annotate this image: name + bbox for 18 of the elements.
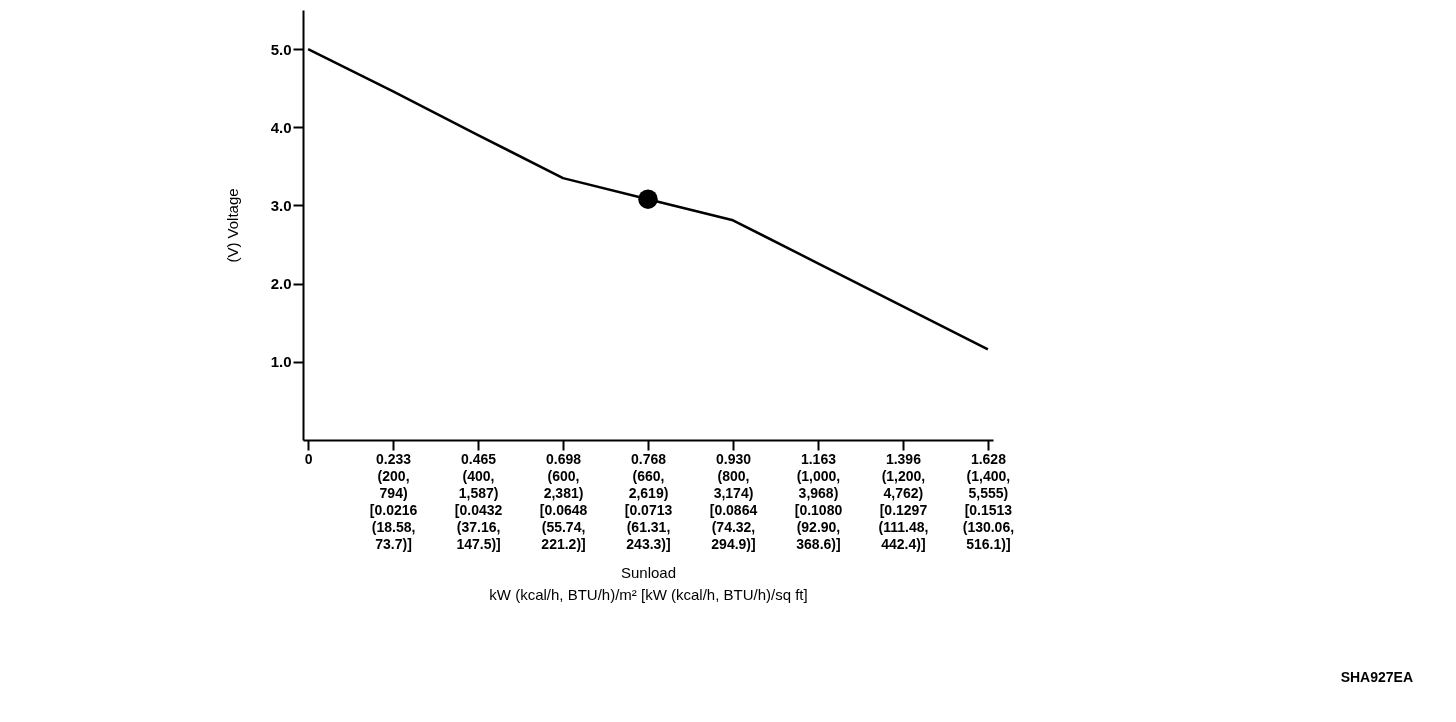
x-tick-label: 0.465 (400, 1,587) [0.0432 (37.16, 147.5)] — [454, 450, 503, 552]
y-tick-label: 4.0 — [270, 118, 292, 136]
x-tick-label: 0.930 (800, 3,174) [0.0864 (74.32, 294.9)] — [709, 450, 758, 552]
x-tick-label: 0.233 (200, 794) [0.0216 (18.58, 73.7)] — [369, 450, 418, 552]
x-tick-label: 1.163 (1,000, 3,968) [0.1080 (92.90, 368.6)] — [794, 450, 843, 552]
y-tick-label: 1.0 — [270, 353, 292, 371]
y-axis-title: (V) Voltage — [223, 188, 241, 263]
line-series — [306, 47, 990, 351]
y-tick-label: 3.0 — [270, 196, 292, 214]
y-tick-label: 5.0 — [270, 40, 292, 58]
x-tick-label: 0 — [304, 450, 313, 467]
y-tick-label: 2.0 — [270, 275, 292, 293]
x-axis-title: Sunload kW (kcal/h, BTU/h)/m² [kW (kcal/h, BTU/h)/sq ft] — [489, 563, 808, 603]
x-tick-label: 0.768 (660, 2,619) [0.0713 (61.31, 243.3)] — [624, 450, 673, 552]
x-tick-label: 1.396 (1,200, 4,762) [0.1297 (111.48, 442.4)] — [878, 450, 929, 552]
text: SHA927EA — [1340, 669, 1413, 685]
x-tick-label: 0.698 (600, 2,381) [0.0648 (55.74, 221.2)] — [539, 450, 588, 552]
x-tick-label: 1.628 (1,400, 5,555) [0.1513 (130.06, 516.1)] — [962, 450, 1015, 552]
